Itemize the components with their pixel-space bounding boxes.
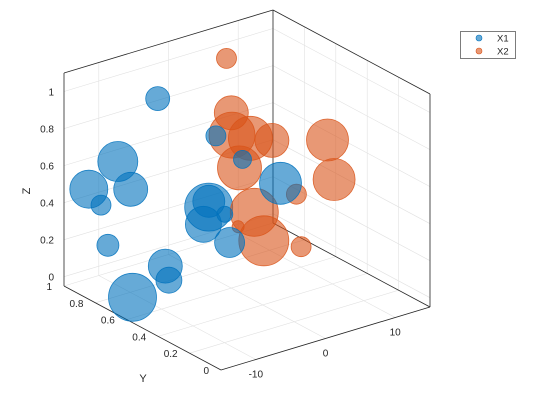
legend[interactable]: X1 X2 <box>460 31 516 59</box>
bubble-layer <box>69 48 356 322</box>
y-axis-label: Y <box>139 373 147 385</box>
y-tick-label: 0.4 <box>132 332 146 343</box>
bubble-series-x1 <box>205 125 227 147</box>
axes-box <box>63 9 431 371</box>
bubble-series-x1 <box>192 184 226 218</box>
axes-edge <box>220 306 431 371</box>
grid-line-z-side <box>272 65 431 150</box>
z-tick-label: 0.2 <box>40 236 54 247</box>
grid-line-y-floor <box>126 256 336 320</box>
z-tick-label: 0.6 <box>40 162 54 173</box>
bubble-series-x2 <box>306 118 349 162</box>
axes-edge <box>63 285 222 371</box>
grid-line-z-side <box>272 28 431 113</box>
z-axis-label: Z <box>21 187 33 194</box>
z-tick-label: 0 <box>48 273 54 284</box>
bubble-series-x1 <box>108 272 157 322</box>
grid-line-z-side <box>272 213 431 298</box>
axes-edge <box>272 9 431 95</box>
z-tick-label: 1 <box>48 88 54 99</box>
bubble-series-x1 <box>145 86 171 111</box>
legend-label-x2: X2 <box>497 47 509 58</box>
z-tick-label: 0.4 <box>40 199 54 210</box>
bubble-series-x1 <box>113 171 149 207</box>
x-tick-label: 0 <box>323 349 329 360</box>
y-tick-label: 0.6 <box>101 316 115 327</box>
bubble-series-x2 <box>254 122 290 158</box>
y-tick-label: 0 <box>203 366 209 377</box>
legend-marker-x2 <box>475 47 483 55</box>
bubble-series-x2 <box>213 95 249 131</box>
grid-line-y-floor <box>158 273 368 337</box>
bubble-series-x1 <box>147 248 183 284</box>
x-tick-label: -10 <box>249 370 264 381</box>
z-tick-label: 0.8 <box>40 125 54 136</box>
y-tick-label: 1 <box>46 282 52 293</box>
legend-box <box>460 31 516 59</box>
bubble-series-x1 <box>96 233 120 257</box>
legend-label-x1: X1 <box>497 34 509 45</box>
bubble-series-x1 <box>233 149 252 169</box>
x-tick-label: 10 <box>390 328 402 339</box>
y-tick-label: 0.2 <box>164 349 178 360</box>
y-tick-label: 0.8 <box>69 299 83 310</box>
grid-line-y-floor <box>189 289 399 354</box>
grid-line-z-side <box>272 102 431 187</box>
bubble-series-x1 <box>259 161 302 205</box>
legend-marker-x1 <box>475 34 483 42</box>
axes-edge <box>63 9 274 74</box>
bubble-series-x1 <box>69 169 109 209</box>
bubble-series-x2 <box>290 236 312 258</box>
grid-line-x-floor <box>168 254 326 339</box>
bubble-series-x1 <box>214 227 246 258</box>
bubble-series-x2 <box>216 48 237 69</box>
bubble-series-x1 <box>216 205 234 223</box>
bubble-series-x2 <box>312 158 356 201</box>
